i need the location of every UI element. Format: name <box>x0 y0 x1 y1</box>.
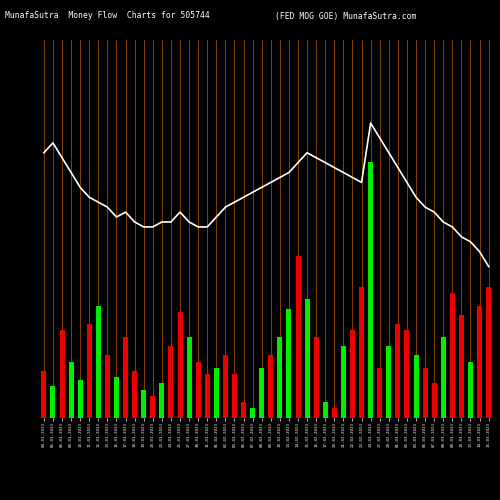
Bar <box>468 362 473 418</box>
Bar <box>441 336 446 417</box>
Bar <box>396 324 400 418</box>
Bar <box>332 408 337 418</box>
Bar <box>68 362 73 418</box>
Bar <box>60 330 64 418</box>
Bar <box>178 312 182 418</box>
Bar <box>50 386 56 418</box>
Text: (FED MOG GOE) MunafaSutra.com: (FED MOG GOE) MunafaSutra.com <box>275 12 416 20</box>
Bar <box>132 371 137 418</box>
Bar <box>278 336 282 417</box>
Bar <box>414 356 418 418</box>
Bar <box>286 308 292 418</box>
Bar <box>42 371 46 418</box>
Bar <box>368 162 373 418</box>
Bar <box>141 390 146 417</box>
Bar <box>350 330 355 418</box>
Bar <box>250 408 255 418</box>
Bar <box>114 377 119 418</box>
Bar <box>105 356 110 418</box>
Bar <box>232 374 237 418</box>
Bar <box>377 368 382 418</box>
Bar <box>450 293 455 418</box>
Bar <box>186 336 192 417</box>
Bar <box>432 384 436 418</box>
Bar <box>96 306 101 418</box>
Bar <box>304 300 310 418</box>
Bar <box>259 368 264 418</box>
Bar <box>459 315 464 418</box>
Bar <box>205 374 210 418</box>
Bar <box>486 287 491 418</box>
Bar <box>86 324 92 418</box>
Bar <box>160 384 164 418</box>
Bar <box>359 287 364 418</box>
Bar <box>404 330 409 418</box>
Bar <box>268 356 274 418</box>
Text: MunafaSutra  Money Flow  Charts for 505744: MunafaSutra Money Flow Charts for 505744 <box>5 12 210 20</box>
Bar <box>314 336 318 417</box>
Bar <box>168 346 173 418</box>
Bar <box>323 402 328 417</box>
Bar <box>223 356 228 418</box>
Bar <box>296 256 300 418</box>
Bar <box>477 306 482 418</box>
Bar <box>196 362 200 418</box>
Bar <box>341 346 346 418</box>
Bar <box>123 336 128 417</box>
Bar <box>241 402 246 417</box>
Bar <box>386 346 392 418</box>
Bar <box>78 380 82 418</box>
Bar <box>422 368 428 418</box>
Bar <box>150 396 156 417</box>
Bar <box>214 368 219 418</box>
